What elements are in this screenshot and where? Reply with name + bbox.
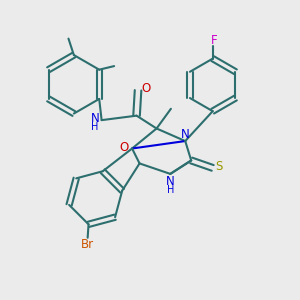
- Text: N: N: [91, 112, 99, 124]
- Text: N: N: [166, 175, 175, 188]
- Text: F: F: [211, 34, 217, 47]
- Text: H: H: [167, 185, 174, 195]
- Text: S: S: [216, 160, 223, 173]
- Text: H: H: [92, 122, 99, 132]
- Text: N: N: [181, 128, 190, 141]
- Text: Br: Br: [81, 238, 94, 251]
- Text: O: O: [119, 140, 128, 154]
- Text: O: O: [141, 82, 150, 95]
